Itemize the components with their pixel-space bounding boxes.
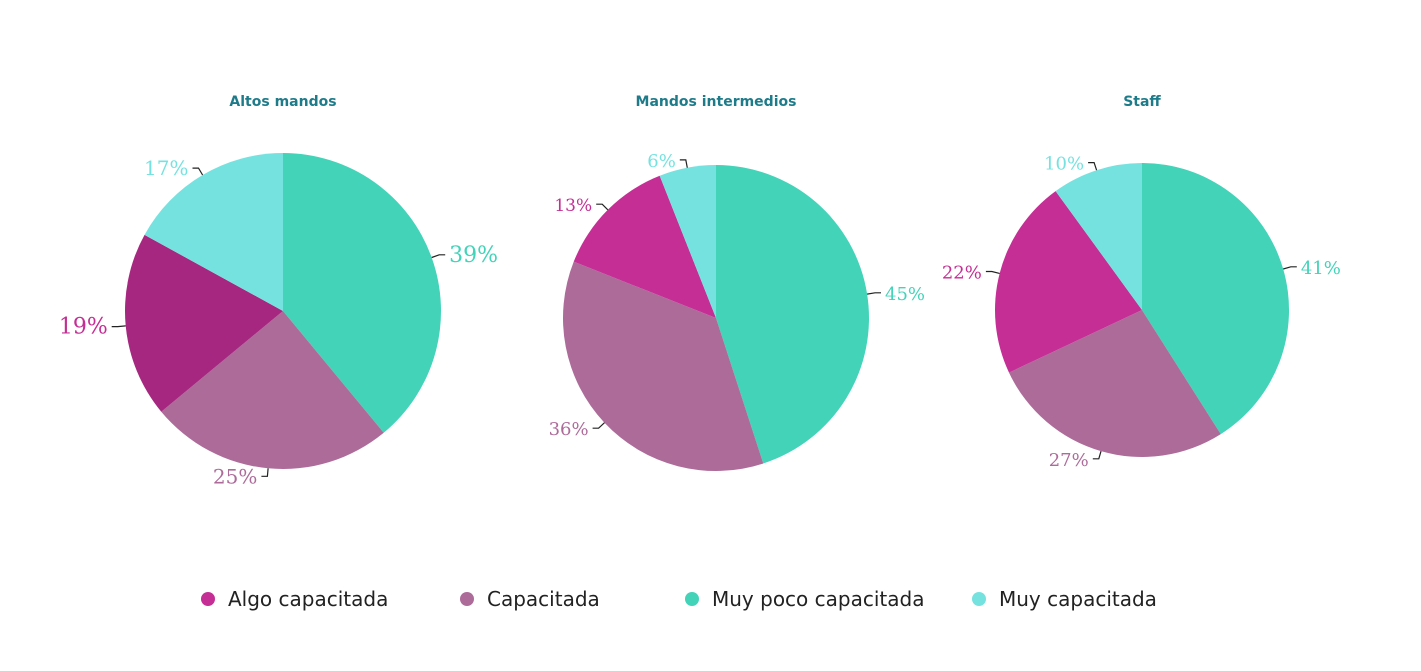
data-label-muy-poco-capacitada: 39%	[449, 243, 498, 268]
legend-marker-capacitada	[460, 592, 474, 606]
leader-line	[192, 167, 204, 176]
leader-line	[431, 254, 446, 259]
leader-line	[679, 159, 688, 168]
data-label-muy-capacitada: 17%	[144, 156, 188, 180]
leader-line	[596, 203, 609, 211]
leader-line	[985, 270, 1000, 274]
data-label-capacitada: 36%	[549, 419, 589, 440]
pie-slice-algo-capacitada	[124, 234, 283, 412]
data-label-capacitada: 25%	[213, 464, 257, 488]
data-label-algo-capacitada: 19%	[59, 315, 108, 340]
pie-title: Altos mandos	[229, 94, 336, 110]
legend-label-muy-poco-capacitada: Muy poco capacitada	[712, 587, 924, 611]
leader-line	[592, 422, 605, 429]
pie-slice-muy-capacitada	[659, 165, 716, 318]
leader-line	[1088, 162, 1098, 171]
data-label-muy-poco-capacitada: 41%	[1301, 258, 1341, 279]
pie-slice-muy-poco-capacitada	[1142, 163, 1290, 435]
pie-slice-muy-poco-capacitada	[716, 165, 869, 464]
legend-marker-algo-capacitada	[201, 592, 215, 606]
data-label-muy-capacitada: 10%	[1044, 154, 1084, 175]
pie-staff: Staff 41% 27% 22% 10%	[942, 94, 1341, 471]
pie-slice-muy-poco-capacitada	[283, 153, 441, 433]
pie-title: Mandos intermedios	[636, 94, 797, 110]
legend-label-capacitada: Capacitada	[487, 587, 600, 611]
leader-line	[867, 292, 881, 295]
pie-mandos-intermedios: Mandos intermedios 45% 36% 13% 6%	[549, 94, 925, 471]
pie-slice-capacitada	[161, 311, 384, 469]
pie-slice-muy-capacitada	[1055, 163, 1142, 310]
leader-line	[1092, 451, 1102, 460]
pie-slice-muy-capacitada	[144, 153, 283, 311]
legend: Algo capacitada Capacitada Muy poco capaci…	[201, 587, 1157, 611]
legend-label-algo-capacitada: Algo capacitada	[228, 587, 388, 611]
pie-slice-algo-capacitada	[994, 191, 1142, 373]
pie-title: Staff	[1123, 94, 1161, 110]
data-label-muy-capacitada: 6%	[647, 151, 676, 172]
leader-line	[1283, 266, 1297, 270]
legend-marker-muy-capacitada	[972, 592, 986, 606]
pie-slice-capacitada	[562, 261, 764, 471]
data-label-algo-capacitada: 22%	[942, 262, 982, 283]
data-label-muy-poco-capacitada: 45%	[885, 284, 925, 305]
leader-line	[111, 325, 126, 328]
legend-marker-muy-poco-capacitada	[685, 592, 699, 606]
leader-line	[261, 468, 269, 477]
pie-slice-capacitada	[1008, 310, 1221, 458]
pie-altos-mandos: Altos mandos 39% 25% 19% 17%	[59, 94, 498, 488]
data-label-capacitada: 27%	[1049, 450, 1089, 471]
data-label-algo-capacitada: 13%	[554, 196, 592, 216]
pie-slice-algo-capacitada	[573, 175, 716, 318]
legend-label-muy-capacitada: Muy capacitada	[999, 587, 1157, 611]
